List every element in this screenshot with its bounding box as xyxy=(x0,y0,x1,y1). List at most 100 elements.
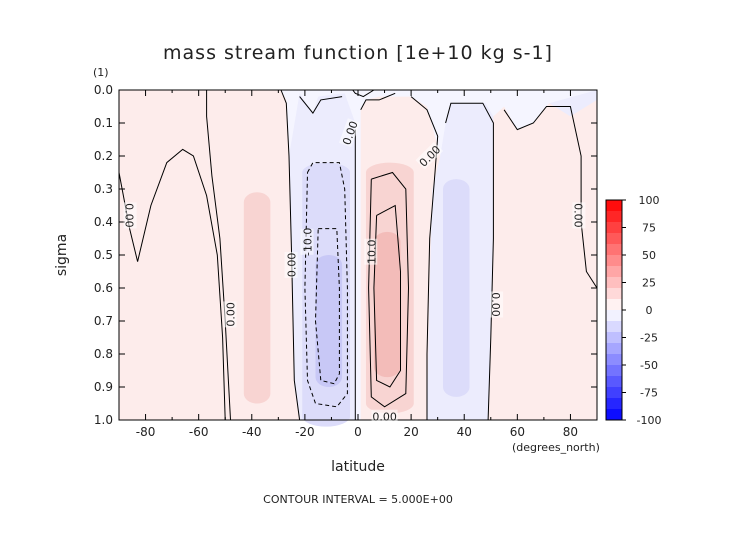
contour-label-bg xyxy=(338,118,361,148)
shade-south-positive xyxy=(119,90,231,420)
unit-label: (1) xyxy=(93,66,109,79)
contour-zero-south-b xyxy=(280,89,301,421)
contour-neg10-south-hadley xyxy=(314,228,340,385)
contour-labels: 0.000.000.00-10.00.0010.00.000.000.000.0… xyxy=(123,118,586,424)
colorbar-swatch xyxy=(606,222,622,234)
contour-label-text: 0.00 xyxy=(286,253,299,278)
contour-interval: CONTOUR INTERVAL = 5.000E+00 xyxy=(263,493,453,506)
contour-label-1: 0.00 xyxy=(223,301,238,328)
contour-label-bg xyxy=(364,238,378,265)
core-south-hadley-negative-inner xyxy=(315,255,343,387)
y-tick-label: 0.0 xyxy=(94,83,113,97)
contour-label-0: 0.00 xyxy=(123,202,137,229)
y-tick-label: 0.9 xyxy=(94,380,113,394)
contour-label-bg xyxy=(490,291,504,318)
contour-label-7: 0.00 xyxy=(489,291,504,318)
colorbar-swatch xyxy=(606,244,622,256)
contour-zero-top-left xyxy=(299,96,343,114)
contour-label-bg xyxy=(300,228,314,255)
colorbar-swatch xyxy=(606,288,622,300)
y-tick-label: 0.3 xyxy=(94,182,113,196)
contour-zero-south-polar xyxy=(118,148,226,421)
contour-label-bg xyxy=(284,251,298,278)
colorbar-tick-label: -75 xyxy=(640,387,658,400)
contour-label-text: 0.00 xyxy=(489,292,502,317)
colorbar-swatch xyxy=(606,233,622,245)
y-tick-label: 0.2 xyxy=(94,149,113,163)
colorbar-tick-label: 0 xyxy=(646,304,653,317)
colorbar-swatch xyxy=(606,332,622,344)
x-tick-label: 60 xyxy=(510,425,525,439)
colorbar-swatch xyxy=(606,409,622,421)
contour-zero-south-a xyxy=(206,90,231,421)
x-axis-title: latitude xyxy=(331,459,385,475)
contour-zero-north-polar xyxy=(503,106,598,289)
colorbar-swatch xyxy=(606,277,622,289)
shade-north-positive xyxy=(488,99,597,421)
contour-neg5-south-hadley xyxy=(304,162,348,408)
core-south-mid-positive xyxy=(243,192,271,404)
colorbar-tick-label: -50 xyxy=(640,359,658,372)
x-tick-label: -20 xyxy=(295,425,315,439)
chart-title: mass stream function [1e+10 kg s-1] xyxy=(163,42,553,64)
colorbar-swatch xyxy=(606,299,622,311)
y-tick-label: 0.6 xyxy=(94,281,113,295)
colorbar-swatch xyxy=(606,343,622,355)
colorbar-swatch xyxy=(606,255,622,267)
contour-label-text: -10.0 xyxy=(302,228,315,256)
colorbar-tick-label: 25 xyxy=(642,277,656,290)
contour-pos10-north-hadley xyxy=(373,204,401,388)
colorbar-swatch xyxy=(606,266,622,278)
contour-label-bg xyxy=(123,202,137,229)
contour-zero-north-b xyxy=(445,102,494,421)
contour-label-text: 0.00 xyxy=(123,203,136,228)
colorbar-tick-label: -25 xyxy=(640,332,658,345)
y-tick-label: 0.8 xyxy=(94,347,113,361)
x-tick-label: 20 xyxy=(403,425,418,439)
colorbar-tick-label: 50 xyxy=(642,249,656,262)
y-tick-label: 0.1 xyxy=(94,116,113,130)
core-north-hadley-positive-inner xyxy=(373,231,401,378)
contour-label-2: 0.00 xyxy=(284,251,299,278)
core-north-mid-negative xyxy=(442,179,470,397)
contour-zero-top-tick xyxy=(352,89,375,98)
colorbar-swatch xyxy=(606,354,622,366)
contour-label-9: 0.00 xyxy=(371,409,398,424)
x-tick-label: 0 xyxy=(354,425,362,439)
colorbar-tick-label: 75 xyxy=(642,222,656,235)
colorbar-tick-label: -100 xyxy=(637,414,662,427)
colorbar-swatch xyxy=(606,310,622,322)
contour-pos5-north-hadley xyxy=(368,171,410,408)
contour-label-bg xyxy=(572,202,586,229)
colorbar-swatch xyxy=(606,321,622,333)
contour-label-bg xyxy=(415,141,444,170)
colorbar-swatch xyxy=(606,211,622,223)
colorbar-swatch xyxy=(606,387,622,399)
colorbar-swatch xyxy=(606,365,622,377)
y-tick-label: 1.0 xyxy=(94,413,113,427)
shade-north-polar-negative xyxy=(549,90,597,117)
y-tick-label: 0.5 xyxy=(94,248,113,262)
y-axis-title: sigma xyxy=(54,234,70,276)
y-tick-label: 0.7 xyxy=(94,314,113,328)
x-tick-label: 80 xyxy=(563,425,578,439)
colorbar-swatch xyxy=(606,376,622,388)
contour-label-bg xyxy=(371,409,398,423)
contour-label-text: 0.00 xyxy=(372,411,397,424)
x-tick-label: -60 xyxy=(189,425,209,439)
x-tick-label: -80 xyxy=(136,425,156,439)
contour-label-5: 10.0 xyxy=(364,238,378,265)
colorbar-tick-label: 100 xyxy=(639,194,660,207)
x-tick-label: 40 xyxy=(457,425,472,439)
contour-zero-north-a xyxy=(410,96,439,420)
contour-layer xyxy=(118,89,598,421)
contour-label-text: 10.0 xyxy=(365,239,378,264)
colorbar-swatch xyxy=(606,200,622,212)
contour-label-bg xyxy=(223,301,237,328)
x-tick-label: -40 xyxy=(242,425,262,439)
y-tick-label: 0.4 xyxy=(94,215,113,229)
contour-label-8: 0.00 xyxy=(571,202,586,229)
x-axis-unit: (degrees_north) xyxy=(512,441,600,454)
